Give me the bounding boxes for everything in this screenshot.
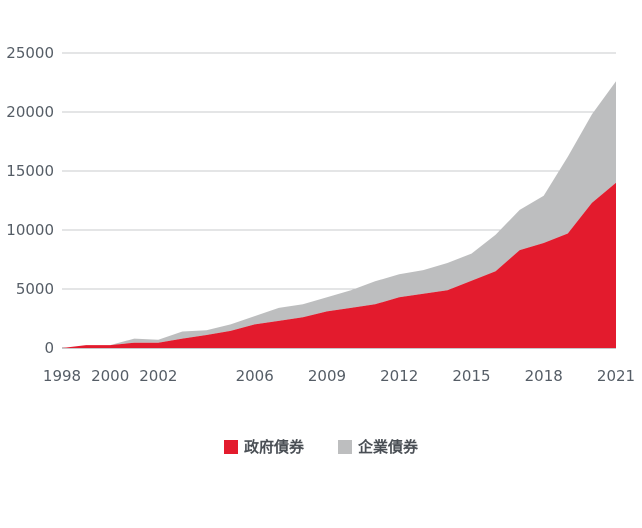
legend-swatch-government-bonds — [223, 439, 238, 454]
x-tick-label: 2012 — [380, 367, 418, 385]
y-tick-label: 0 — [44, 339, 54, 357]
y-tick-label: 20000 — [6, 103, 54, 121]
legend-label-corporate-bonds: 企業債券 — [358, 438, 419, 456]
x-tick-label: 2000 — [91, 367, 129, 385]
y-tick-label: 15000 — [6, 162, 54, 180]
x-tick-label: 2009 — [308, 367, 346, 385]
legend-swatch-corporate-bonds — [338, 439, 352, 454]
legend-item-government-bonds: 政府債券 — [223, 436, 304, 457]
area-series-corporate-bonds — [62, 81, 616, 349]
x-axis-tick-labels: 1998 2000 2002 2006 2009 2012 2015 2018 2021 — [43, 367, 635, 385]
x-tick-label: 2006 — [236, 367, 274, 385]
y-tick-label: 10000 — [6, 221, 54, 239]
x-tick-label: 2021 — [597, 367, 635, 385]
x-tick-label: 2015 — [452, 367, 490, 385]
y-tick-label: 5000 — [16, 280, 54, 298]
area-series — [62, 81, 616, 349]
y-tick-label: 25000 — [6, 44, 54, 62]
x-tick-label: 1998 — [43, 367, 81, 385]
x-tick-label: 2018 — [525, 367, 563, 385]
legend: 政府債券 企業債券 — [0, 436, 642, 457]
legend-label-government-bonds: 政府債券 — [243, 438, 304, 456]
x-tick-label: 2002 — [139, 367, 177, 385]
y-axis-tick-labels: 0 5000 10000 15000 20000 25000 — [6, 44, 54, 357]
legend-item-corporate-bonds: 企業債券 — [338, 436, 418, 457]
area-series-government-bonds — [62, 182, 616, 348]
